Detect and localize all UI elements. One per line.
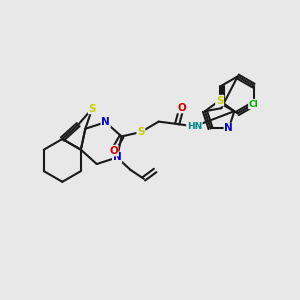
Text: N: N xyxy=(224,124,233,134)
Text: HN: HN xyxy=(187,122,202,131)
Text: Cl: Cl xyxy=(249,100,259,109)
Text: N: N xyxy=(101,117,110,127)
Text: S: S xyxy=(137,127,145,137)
Text: N: N xyxy=(113,152,122,162)
Text: O: O xyxy=(177,103,186,112)
Text: S: S xyxy=(88,103,96,113)
Text: S: S xyxy=(216,95,224,106)
Text: O: O xyxy=(109,146,118,156)
